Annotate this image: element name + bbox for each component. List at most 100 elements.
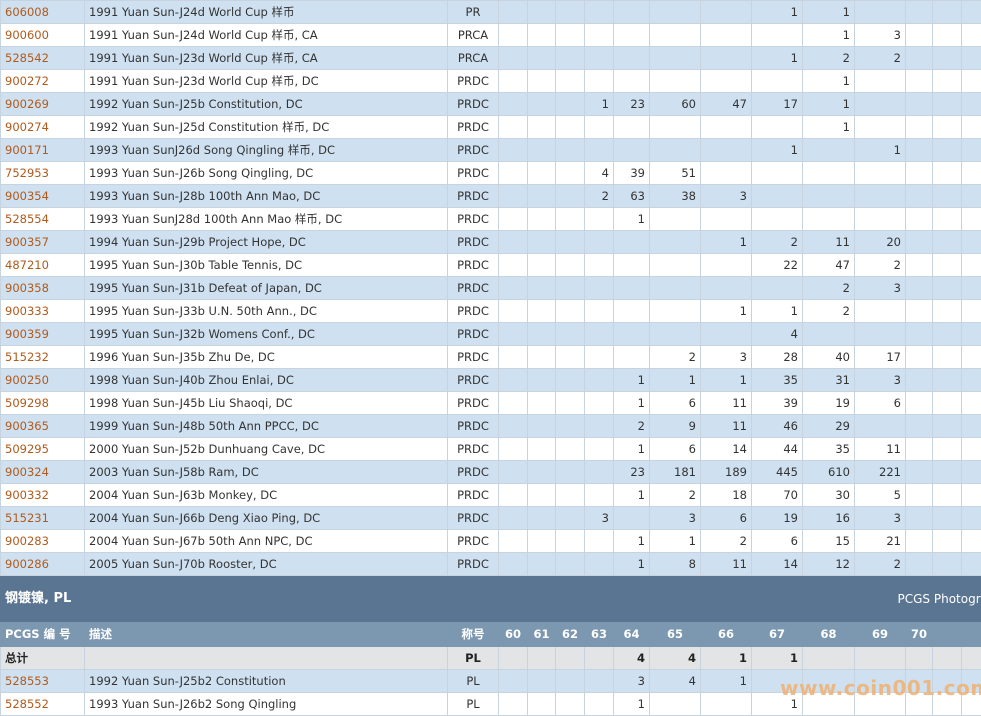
grade-count-cell (649, 299, 701, 323)
pcgs-number-link[interactable]: 900283 (0, 529, 85, 553)
pcgs-number-link[interactable]: 515232 (0, 345, 85, 369)
coin-description: 1995 Yuan Sun-J32b Womens Conf., DC (84, 322, 448, 346)
table-row: 900250 1998 Yuan Sun-J40b Zhou Enlai, DC P… (0, 368, 981, 392)
pcgs-number-link[interactable]: 900600 (0, 23, 85, 47)
pcgs-number-link[interactable]: 900354 (0, 184, 85, 208)
grade-count-cell (584, 552, 614, 576)
grade-count-cell (905, 46, 933, 70)
header-grade[interactable]: 61 (527, 621, 556, 647)
grade-count-cell: 44 (751, 437, 803, 461)
grade-count-cell: 3 (854, 506, 906, 530)
header-desc[interactable]: 描述 (84, 621, 448, 647)
grade-count-cell (905, 230, 933, 254)
pcgs-number-link[interactable]: 900272 (0, 69, 85, 93)
grade-count-cell (498, 529, 528, 553)
grade-count-cell (905, 184, 933, 208)
pcgs-number-link[interactable]: 900274 (0, 115, 85, 139)
row-total-cell: 46 (961, 529, 981, 553)
grade-count-cell: 2 (802, 46, 855, 70)
grade-count-cell (700, 0, 752, 24)
grade-count-cell (905, 69, 933, 93)
row-total-cell: 4 (961, 322, 981, 346)
column-header-row: PCGS 编 号 描述 称号 60 61 62 63 64 65 66 67 6… (0, 621, 981, 647)
coin-description: 2004 Yuan Sun-J67b 50th Ann NPC, DC (84, 529, 448, 553)
grade-count-cell: 1 (802, 115, 855, 139)
header-grade[interactable]: 65 (649, 621, 701, 647)
grade-count-cell (700, 322, 752, 346)
grade-count-cell (584, 345, 614, 369)
pcgs-number-link[interactable]: 900333 (0, 299, 85, 323)
pcgs-number-link[interactable]: 752953 (0, 161, 85, 185)
grade-count-cell (905, 552, 933, 576)
pcgs-number-link[interactable]: 528553 (0, 669, 85, 693)
row-total-cell: 2 (961, 0, 981, 24)
total-label: 总计 (0, 646, 85, 670)
pcgs-number-link[interactable]: 509298 (0, 391, 85, 415)
pcgs-number-link[interactable]: 509295 (0, 437, 85, 461)
header-grade[interactable]: 70 (905, 621, 933, 647)
pcgs-number-link[interactable]: 900171 (0, 138, 85, 162)
photograde-link[interactable]: PCGS Photograde (649, 575, 981, 622)
grade-count-cell: 1 (584, 92, 614, 116)
header-grade[interactable]: 66 (700, 621, 752, 647)
grade-count-cell (802, 161, 855, 185)
pcgs-number-link[interactable]: 900357 (0, 230, 85, 254)
grade-count-cell: 2 (649, 345, 701, 369)
pcgs-number-link[interactable]: 528554 (0, 207, 85, 231)
grade-count-cell: 4 (584, 161, 614, 185)
grade-count-cell (584, 299, 614, 323)
pcgs-number-link[interactable]: 606008 (0, 0, 85, 24)
pcgs-number-link[interactable]: 900250 (0, 368, 85, 392)
row-total-cell: 94 (961, 161, 981, 185)
pcgs-number-link[interactable]: 900359 (0, 322, 85, 346)
grade-count-cell: 2 (802, 299, 855, 323)
grade-count-cell (584, 391, 614, 415)
header-grade[interactable]: 68 (802, 621, 855, 647)
table-row: 900365 1999 Yuan Sun-J48b 50th Ann PPCC, … (0, 414, 981, 438)
grade-count-cell (649, 138, 701, 162)
grade-count-cell (905, 669, 933, 693)
grade-count-cell: 20 (854, 230, 906, 254)
header-grade[interactable]: 67 (751, 621, 803, 647)
header-total[interactable]: 总计 (961, 621, 981, 647)
header-grade[interactable]: 60 (498, 621, 528, 647)
grade-count-cell: 23 (613, 460, 650, 484)
pcgs-number-link[interactable]: 528552 (0, 692, 85, 716)
header-designation[interactable]: 称号 (447, 621, 499, 647)
pcgs-number-link[interactable]: 900286 (0, 552, 85, 576)
pcgs-number-link[interactable]: 528542 (0, 46, 85, 70)
pcgs-number-link[interactable]: 900269 (0, 92, 85, 116)
pcgs-number-link[interactable]: 900358 (0, 276, 85, 300)
designation-cell: PRDC (447, 345, 499, 369)
grade-count-cell (854, 414, 906, 438)
grade-count-cell (613, 299, 650, 323)
header-grade[interactable]: 69 (854, 621, 906, 647)
grade-count-cell (649, 253, 701, 277)
grade-count-cell: 3 (700, 345, 752, 369)
grade-count-cell (905, 299, 933, 323)
designation-cell: PRDC (447, 69, 499, 93)
pcgs-number-link[interactable]: 487210 (0, 253, 85, 277)
header-grade[interactable]: 64 (613, 621, 650, 647)
header-grade[interactable]: 62 (555, 621, 585, 647)
grade-count-cell (584, 368, 614, 392)
grade-count-cell (527, 529, 556, 553)
table-row: 900333 1995 Yuan Sun-J33b U.N. 50th Ann.,… (0, 299, 981, 323)
designation-cell: PRDC (447, 299, 499, 323)
grade-count-cell (905, 92, 933, 116)
designation-cell: PRDC (447, 460, 499, 484)
total-grade-cell: 4 (613, 646, 650, 670)
header-pcgs[interactable]: PCGS 编 号 (0, 621, 85, 647)
grade-count-cell (700, 46, 752, 70)
grade-count-cell (613, 69, 650, 93)
designation-cell: PRDC (447, 322, 499, 346)
grade-count-cell (854, 92, 906, 116)
pcgs-number-link[interactable]: 900332 (0, 483, 85, 507)
pcgs-number-link[interactable]: 900365 (0, 414, 85, 438)
pcgs-number-link[interactable]: 515231 (0, 506, 85, 530)
grade-count-cell (905, 692, 933, 716)
grade-count-cell (555, 322, 585, 346)
pcgs-number-link[interactable]: 900324 (0, 460, 85, 484)
header-grade[interactable]: 63 (584, 621, 614, 647)
coin-description: 1991 Yuan Sun-J23d World Cup 样币, CA (84, 46, 448, 70)
